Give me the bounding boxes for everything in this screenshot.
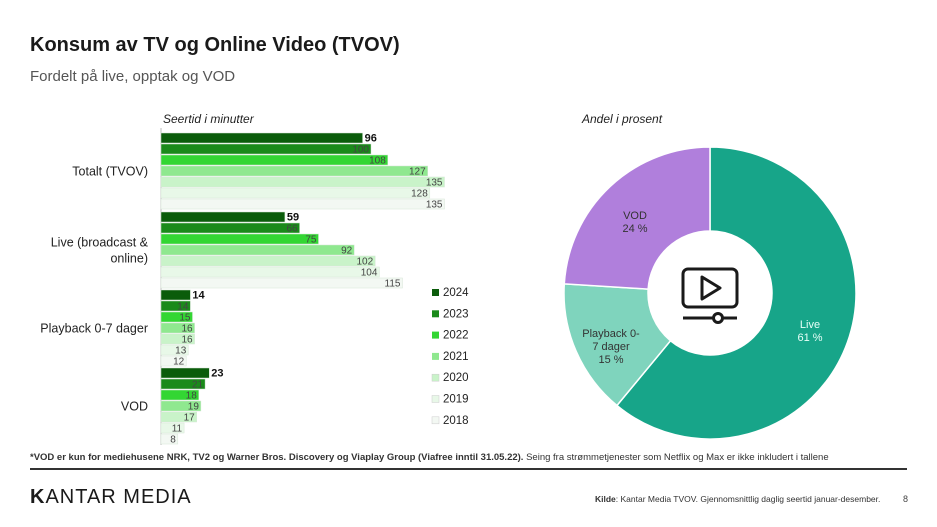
category-label: Totalt (TVOV) [72, 165, 148, 179]
data-label: 21 [192, 380, 204, 391]
bar-2023 [160, 143, 372, 155]
legend-label-2021: 2021 [443, 351, 469, 363]
divider-line [30, 468, 907, 470]
data-label: 14 [192, 290, 205, 302]
bar-2021 [160, 165, 428, 177]
legend-label-2018: 2018 [443, 415, 469, 427]
bar-2020 [160, 411, 197, 423]
bar-2023 [160, 222, 300, 234]
category-label: VOD [121, 400, 148, 414]
bar-2020 [160, 176, 445, 188]
legend-swatch-2020 [431, 373, 440, 382]
bar-2020 [160, 333, 195, 345]
kantar-media-logo: KANTAR MEDIA [30, 486, 192, 508]
bar-2019 [160, 266, 380, 278]
data-label: 102 [357, 257, 374, 268]
bar-2019 [160, 344, 189, 356]
category-label: Playback 0-7 dager [40, 322, 148, 336]
bar-2024 [160, 132, 363, 144]
timeline-knob-icon [712, 312, 724, 324]
pie-label-1: Live 61 % [797, 319, 822, 344]
pie-chart-title: Andel i prosent [581, 112, 663, 126]
bar-2023 [160, 300, 191, 312]
legend-swatch-2019 [431, 395, 440, 403]
bar-2024 [160, 367, 210, 379]
source-text: : Kantar Media TVOV. Gjennomsnittlig dag… [615, 494, 881, 504]
source-label: Kilde [595, 494, 616, 504]
legend-label-2022: 2022 [443, 330, 469, 342]
pie-slice-1 [615, 146, 857, 440]
bar-2021 [160, 244, 355, 256]
bar-2018 [160, 355, 187, 367]
bar-2024 [160, 289, 191, 301]
data-label: 19 [188, 402, 200, 413]
data-label: 18 [186, 391, 198, 402]
data-label: 100 [352, 145, 369, 156]
page-subtitle: Fordelt på live, opptak og VOD [30, 68, 236, 85]
legend-swatch-2024 [432, 289, 439, 296]
data-label: 8 [170, 435, 176, 446]
page-number: 8 [903, 494, 909, 504]
bar-2018 [160, 277, 403, 289]
legend-swatch-2023 [432, 310, 439, 318]
pie-slice-2 [563, 283, 672, 407]
bar-2022 [160, 311, 193, 323]
data-label: 135 [426, 200, 443, 211]
bar-2024 [160, 211, 286, 223]
legend-swatch-2018 [431, 416, 440, 425]
video-play-icon [681, 267, 739, 309]
data-label: 96 [365, 133, 377, 145]
legend-label-2024: 2024 [443, 287, 469, 299]
category-label: Live (broadcast & online) [51, 236, 149, 266]
data-label: 135 [426, 178, 443, 189]
legend-label-2020: 2020 [443, 372, 469, 384]
pie-label-2: Playback 0-7 dager 15 % [582, 328, 640, 366]
play-triangle-icon [700, 275, 722, 301]
bar-2022 [160, 154, 389, 166]
data-label: 17 [184, 413, 196, 424]
bar-2022 [160, 233, 319, 245]
data-label: 104 [361, 268, 378, 279]
data-label: 12 [173, 357, 185, 368]
data-label: 66 [286, 224, 298, 235]
pie-slice-3 [563, 146, 711, 290]
bar-2019 [160, 187, 431, 199]
data-label: 108 [369, 156, 386, 167]
data-label: 11 [172, 424, 183, 435]
pie-label-3: VOD 24 % [622, 210, 647, 235]
data-label: 115 [385, 279, 401, 290]
legend-label-2019: 2019 [443, 394, 469, 406]
data-label: 16 [181, 335, 193, 346]
bar-chart-title: Seertid i minutter [163, 112, 255, 126]
footnote-rest: Seing fra strømmetjenester som Netflix o… [523, 452, 829, 463]
data-label: 92 [341, 246, 353, 257]
bar-2021 [160, 400, 202, 412]
footnote: *VOD er kun for mediehusene NRK, TV2 og … [30, 452, 829, 463]
data-label: 14 [177, 302, 189, 313]
data-label: 16 [181, 324, 193, 335]
data-label: 59 [287, 212, 299, 224]
data-label: 15 [179, 313, 191, 324]
page-title: Konsum av TV og Online Video (TVOV) [30, 34, 400, 56]
bar-2023 [160, 378, 206, 390]
legend-swatch-2022 [432, 331, 439, 339]
bar-2020 [160, 255, 376, 267]
bar-2018 [160, 433, 179, 445]
data-label: 13 [175, 346, 187, 357]
data-label: 23 [211, 368, 223, 380]
bar-2019 [160, 422, 185, 434]
data-label: 128 [411, 189, 428, 200]
bar-2018 [160, 198, 445, 210]
footnote-bold: *VOD er kun for mediehusene NRK, TV2 og … [30, 452, 524, 463]
data-label: 75 [305, 235, 317, 246]
source-note: Kilde: Kantar Media TVOV. Gjennomsnittli… [595, 494, 880, 504]
bar-2022 [160, 389, 200, 401]
data-label: 127 [409, 167, 426, 178]
legend-swatch-2021 [432, 352, 439, 360]
bar-2021 [160, 322, 195, 334]
legend-label-2023: 2023 [443, 308, 469, 320]
